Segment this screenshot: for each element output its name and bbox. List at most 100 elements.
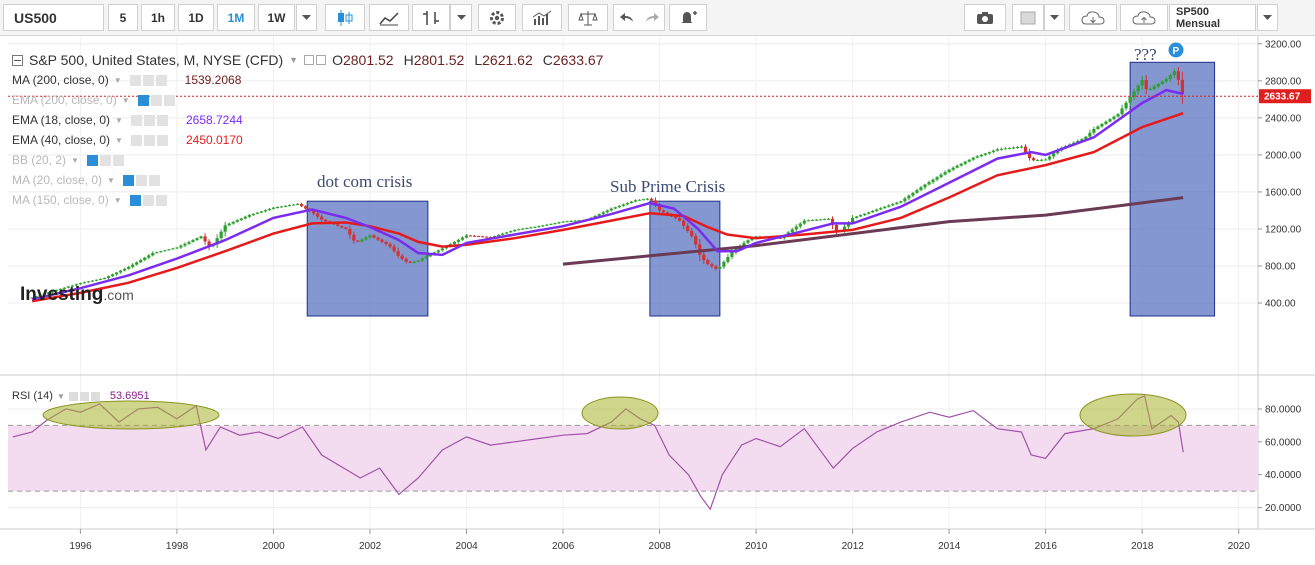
chart-area[interactable]: 2633.67 dot com crisis Sub Prime Crisis … — [0, 36, 1315, 565]
collapse-icon[interactable] — [12, 54, 23, 66]
candle-body — [472, 235, 477, 237]
indicator-row[interactable]: EMA (40, close, 0) ▼ 2450.0170 — [12, 130, 603, 150]
candle-body — [139, 259, 143, 263]
candle-body — [90, 280, 95, 282]
candle-body — [661, 210, 666, 213]
candle-body — [513, 229, 517, 232]
indicator-eye-icon[interactable] — [130, 134, 142, 146]
indicator-close-icon[interactable] — [163, 94, 175, 106]
saved-layout-dropdown[interactable] — [1257, 4, 1278, 31]
interval-dropdown[interactable] — [296, 4, 317, 31]
indicator-row[interactable]: MA (20, close, 0) ▼ — [12, 170, 603, 190]
candle-body — [271, 207, 276, 209]
interval-1m[interactable]: 1M — [217, 4, 255, 31]
rsi-dropdown-icon[interactable]: ▼ — [56, 391, 65, 401]
candle-body — [983, 153, 987, 155]
area-chart-button[interactable] — [369, 4, 409, 31]
candle-body — [842, 226, 847, 231]
candle-body — [114, 272, 119, 275]
candle-body — [887, 205, 891, 207]
indicator-row[interactable]: EMA (200, close, 0) ▼ — [12, 90, 603, 110]
indicator-row[interactable]: MA (150, close, 0) ▼ — [12, 190, 603, 210]
indicator-settings-icon[interactable] — [142, 74, 154, 86]
ohlc-button[interactable] — [412, 4, 450, 31]
settings-small-icon[interactable] — [316, 55, 327, 65]
candle-body — [267, 208, 272, 211]
indicator-eye-icon[interactable] — [130, 114, 142, 126]
interval-1h[interactable]: 1h — [141, 4, 175, 31]
snapshot-button[interactable] — [964, 4, 1006, 31]
indicator-eye-icon[interactable] — [129, 194, 141, 206]
candle-body — [871, 210, 875, 213]
indicator-dropdown-icon[interactable]: ▼ — [107, 175, 115, 185]
indicator-dropdown-icon[interactable]: ▼ — [71, 155, 79, 165]
indicator-dropdown-icon[interactable]: ▼ — [121, 95, 130, 105]
interval-5[interactable]: 5 — [108, 4, 138, 31]
indicator-settings-icon[interactable] — [142, 194, 154, 206]
candle-body — [263, 210, 268, 212]
indicator-dropdown-icon[interactable]: ▼ — [115, 115, 123, 125]
candle-body — [549, 223, 553, 225]
compare-button[interactable] — [568, 4, 608, 31]
candle-body — [597, 214, 601, 216]
candle-body — [999, 148, 1004, 150]
cloud-load-button[interactable] — [1069, 4, 1117, 31]
redo-button[interactable] — [639, 4, 665, 31]
indicator-dropdown-icon[interactable]: ▼ — [115, 135, 123, 145]
candle-body — [1015, 147, 1020, 149]
indicator-dropdown-icon[interactable]: ▼ — [113, 75, 122, 85]
indicators-button[interactable] — [522, 4, 562, 31]
indicator-eye-icon[interactable] — [86, 154, 98, 166]
cloud-save-button[interactable] — [1120, 4, 1168, 31]
indicator-settings-icon[interactable] — [135, 174, 147, 186]
indicator-close-icon[interactable] — [148, 174, 160, 186]
candle-body — [493, 236, 497, 238]
symbol-box[interactable]: US500 — [3, 4, 104, 31]
indicator-eye-icon[interactable] — [129, 74, 141, 86]
chart-type-dropdown[interactable] — [450, 4, 472, 31]
indicator-settings-icon[interactable] — [99, 154, 111, 166]
indicator-settings-icon[interactable] — [150, 94, 162, 106]
candle-body — [605, 210, 609, 213]
candle-body — [320, 216, 324, 220]
indicator-dropdown-icon[interactable]: ▼ — [113, 195, 122, 205]
low-value: 2621.62 — [482, 52, 533, 68]
indicator-row[interactable]: EMA (18, close, 0) ▼ 2658.7244 — [12, 110, 603, 130]
indicator-eye-icon[interactable] — [137, 94, 149, 106]
candle-body — [818, 219, 823, 221]
rsi-eye-icon[interactable] — [68, 391, 78, 401]
settings-button[interactable] — [478, 4, 516, 31]
color-dropdown[interactable] — [1044, 4, 1065, 31]
chart-legend: S&P 500, United States, M, NYSE (CFD) ▼ … — [12, 50, 603, 210]
indicator-row[interactable]: BB (20, 2) ▼ — [12, 150, 603, 170]
indicator-eye-icon[interactable] — [122, 174, 134, 186]
saved-layout-select[interactable]: SP500 Mensual — [1169, 4, 1256, 31]
candle-body — [106, 276, 111, 279]
publish-badge[interactable] — [1168, 42, 1184, 58]
indicator-row[interactable]: MA (200, close, 0) ▼ 1539.2068 — [12, 70, 603, 90]
candle-body — [231, 221, 235, 224]
alert-button[interactable] — [669, 4, 707, 31]
indicator-settings-icon[interactable] — [143, 134, 155, 146]
indicator-close-icon[interactable] — [156, 114, 168, 126]
indicator-close-icon[interactable] — [155, 194, 167, 206]
candle-body — [1140, 79, 1144, 86]
interval-1d[interactable]: 1D — [178, 4, 214, 31]
title-dropdown-icon[interactable]: ▼ — [289, 55, 299, 65]
price-chart[interactable]: 2633.67 dot com crisis Sub Prime Crisis … — [0, 36, 1315, 565]
eye-icon[interactable] — [304, 55, 315, 65]
indicator-close-icon[interactable] — [155, 74, 167, 86]
candles-button[interactable] — [325, 4, 365, 31]
indicator-close-icon[interactable] — [112, 154, 124, 166]
candle-body — [175, 247, 179, 249]
rsi-settings-icon[interactable] — [79, 391, 89, 401]
candle-body — [1044, 159, 1048, 161]
indicator-close-icon[interactable] — [156, 134, 168, 146]
rsi-close-icon[interactable] — [90, 391, 100, 401]
candle-body — [1092, 128, 1096, 133]
interval-1w[interactable]: 1W — [258, 4, 295, 31]
undo-button[interactable] — [613, 4, 639, 31]
indicator-settings-icon[interactable] — [143, 114, 155, 126]
color-picker[interactable] — [1012, 4, 1044, 31]
candle-body — [388, 243, 392, 247]
